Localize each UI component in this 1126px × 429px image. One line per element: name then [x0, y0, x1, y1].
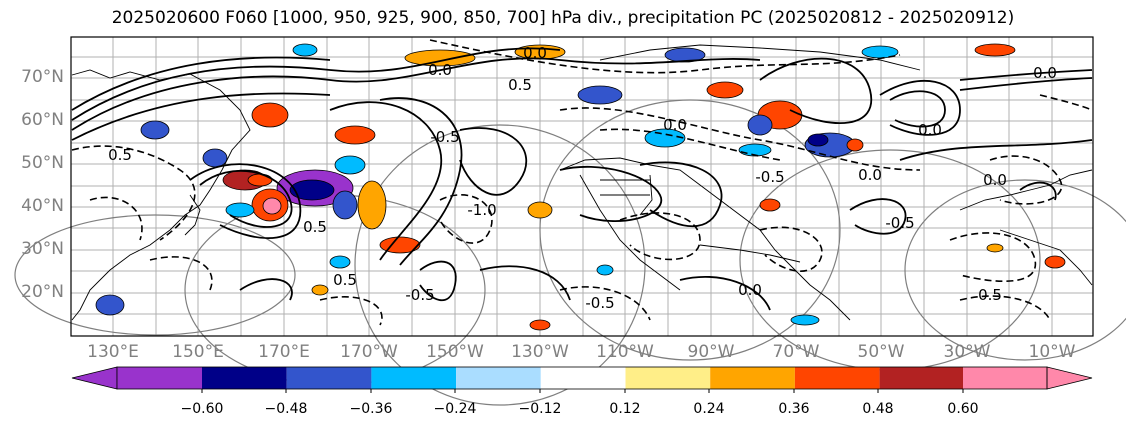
- longitude-label: 170°W: [340, 342, 398, 362]
- contour-label: 0.5: [303, 218, 327, 236]
- latitude-label: 40°N: [21, 196, 64, 216]
- longitude-label: 150°W: [426, 342, 484, 362]
- longitude-label: 110°W: [596, 342, 654, 362]
- latitude-label: 60°N: [21, 110, 64, 130]
- colorbar-tick-label: 0.60: [947, 401, 979, 417]
- colorbar-bin: [456, 367, 541, 389]
- longitude-label: 170°E: [258, 342, 310, 362]
- longitude-label: 130°E: [87, 342, 139, 362]
- colorbar-tick-label: 0.48: [862, 401, 894, 417]
- contour-label: 0.0: [523, 44, 547, 62]
- longitude-label: 30°W: [943, 342, 991, 362]
- latitude-label: 70°N: [21, 67, 64, 87]
- divergence-contours-dashed: [71, 39, 1093, 326]
- contour-label: 0.0: [858, 166, 882, 184]
- map-frame: [70, 36, 1094, 337]
- contour-label: -0.5: [885, 214, 914, 232]
- colorbar-tick-label: −0.60: [180, 401, 224, 417]
- contour-label: 0.5: [333, 271, 357, 289]
- colorbar-bin: [879, 367, 965, 389]
- longitude-label: 150°E: [172, 342, 224, 362]
- longitude-label: 50°W: [857, 342, 905, 362]
- colorbar-bin: [371, 367, 457, 389]
- colorbar-extend-low: [71, 366, 118, 390]
- contour-label: 0.0: [428, 61, 452, 79]
- contour-label: -1.0: [467, 201, 496, 219]
- colorbar-extend-high: [1046, 366, 1093, 390]
- contour-label: 0.5: [978, 286, 1002, 304]
- colorbar-bin: [625, 367, 711, 389]
- contour-labels: 0.0 0.0 0.5 0.5 0.5 -1.0 0.0 0.0 -0.5 0.0 0.0 -0.5 -…: [108, 44, 1057, 312]
- divergence-contours: [71, 47, 1093, 311]
- contour-label: -0.5: [430, 128, 459, 146]
- contour-label: 0.5: [508, 76, 532, 94]
- map-title: 2025020600 F060 [1000, 950, 925, 900, 85…: [111, 8, 1015, 28]
- colorbar-bin: [540, 367, 626, 389]
- coastlines: [71, 44, 1093, 321]
- longitude-label: 70°W: [772, 342, 820, 362]
- colorbar-bin: [963, 367, 1047, 389]
- projection-circles: [14, 99, 1126, 406]
- longitude-label: 130°W: [511, 342, 569, 362]
- contour-label: 0.0: [1033, 64, 1057, 82]
- longitude-label: 10°W: [1028, 342, 1076, 362]
- colorbar-tick-label: 0.36: [778, 401, 810, 417]
- colorbar: [71, 366, 1093, 393]
- colorbar-tick-label: −0.24: [433, 401, 477, 417]
- contour-label: -0.5: [405, 286, 434, 304]
- colorbar-bin: [710, 367, 795, 389]
- contour-label: 0.0: [663, 116, 687, 134]
- colorbar-tick-label: −0.12: [518, 401, 562, 417]
- colorbar-tick-label: −0.36: [349, 401, 393, 417]
- contour-label: -0.5: [755, 168, 784, 186]
- colorbar-bin: [794, 367, 880, 389]
- contour-label: 0.0: [918, 121, 942, 139]
- colorbar-tick-label: 0.12: [609, 401, 641, 417]
- colorbar-bin: [202, 367, 287, 389]
- latitude-label: 30°N: [21, 239, 64, 259]
- longitude-label: 90°W: [687, 342, 735, 362]
- contour-label: -0.5: [585, 294, 614, 312]
- colorbar-tick-label: −0.48: [264, 401, 308, 417]
- contour-label: 0.5: [108, 146, 132, 164]
- colorbar-bin: [286, 367, 372, 389]
- colorbar-frame: [116, 366, 1048, 390]
- contour-label: 0.0: [983, 171, 1007, 189]
- colorbar-bin: [117, 367, 202, 389]
- contour-label: 0.0: [738, 281, 762, 299]
- colorbar-tick-label: 0.24: [693, 401, 725, 417]
- latitude-label: 50°N: [21, 153, 64, 173]
- latitude-label: 20°N: [21, 282, 64, 302]
